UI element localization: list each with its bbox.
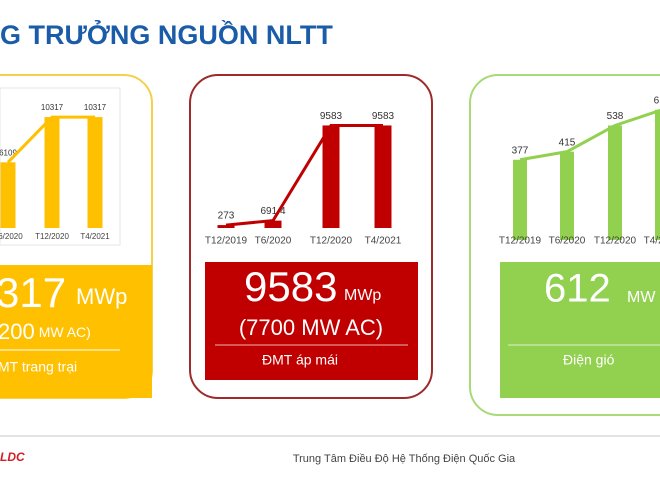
x-tick-label: T4/2021 <box>644 236 660 247</box>
trend-line <box>225 123 383 227</box>
card-ac: (7700 MW AC) <box>239 315 383 340</box>
bar <box>0 162 16 228</box>
card-panel <box>205 262 418 380</box>
bar <box>87 117 103 228</box>
card-ac-unit: MW AC) <box>39 324 91 340</box>
slide-title: G TRƯỞNG NGUỒN NLTT <box>0 18 333 50</box>
value-label: 273 <box>218 211 235 222</box>
value-label: 691.4 <box>260 206 285 217</box>
value-label: 6109 <box>0 148 17 157</box>
value-label: 9583 <box>372 111 395 122</box>
x-tick-label: T12/2019 <box>205 236 248 247</box>
bar <box>560 151 574 240</box>
x-tick-label: T12/2020 <box>35 232 69 241</box>
x-tick-label: T6/2020 <box>549 236 586 247</box>
bar <box>608 125 622 240</box>
x-tick-label: T12/2020 <box>594 236 637 247</box>
x-tick-label: T12/2019 <box>499 236 542 247</box>
trend-line <box>6 115 95 164</box>
card-label: Điện gió <box>563 352 615 368</box>
x-tick-label: T6/2020 <box>0 232 23 241</box>
trend-line <box>519 108 660 162</box>
x-tick-label: T4/2021 <box>80 232 110 241</box>
value-label: 377 <box>512 145 529 156</box>
value-label: 415 <box>559 137 576 148</box>
value-label: 10317 <box>41 103 64 112</box>
bar <box>374 125 392 228</box>
bar <box>655 109 660 240</box>
value-label: 538 <box>607 111 624 122</box>
card-ac: 200 MW AC) <box>0 319 91 344</box>
value-label: 10317 <box>84 103 107 112</box>
bar <box>44 117 60 228</box>
card-value: 9583 <box>244 263 337 310</box>
card-panel <box>0 265 152 398</box>
value-label: 9583 <box>320 111 343 122</box>
footer-logo: LDC <box>0 450 25 464</box>
card-panel <box>500 262 660 398</box>
card-ac-value: 200 <box>0 319 35 344</box>
card-border <box>469 74 660 416</box>
card-label: ĐMT áp mái <box>262 352 338 368</box>
card-value: 317 <box>0 269 66 316</box>
x-tick-label: T6/2020 <box>255 236 292 247</box>
card-label: MT trang trại <box>0 359 77 375</box>
card-unit: MW <box>627 289 656 306</box>
card-unit: MWp <box>344 287 381 304</box>
card-value: 612 <box>544 267 611 311</box>
bar <box>322 125 340 228</box>
card-border <box>189 74 433 399</box>
bar <box>513 159 527 240</box>
value-label: 612 <box>654 95 660 106</box>
card-unit: MWp <box>76 284 127 309</box>
x-tick-label: T12/2020 <box>310 236 353 247</box>
bar <box>264 220 282 228</box>
x-tick-label: T4/2021 <box>365 236 402 247</box>
footer-text: Trung Tâm Điều Độ Hệ Thống Điện Quốc Gia <box>293 453 516 465</box>
bar <box>217 225 235 228</box>
